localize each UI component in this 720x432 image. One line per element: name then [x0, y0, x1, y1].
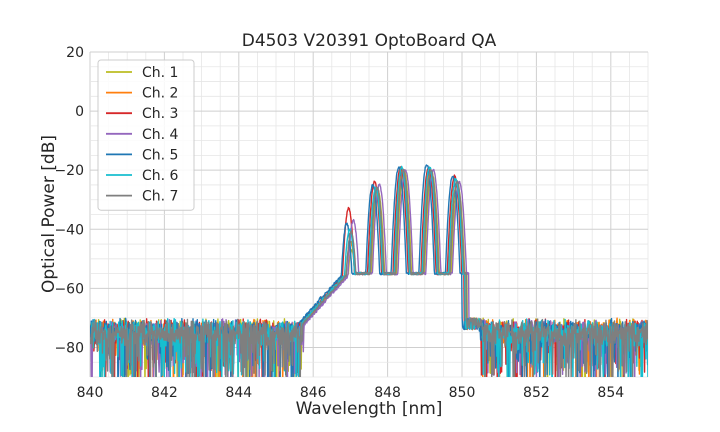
- y-axis-label: Optical Power [dB]: [39, 135, 59, 293]
- x-tick-label: 846: [300, 385, 327, 401]
- legend-label: Ch. 4: [142, 127, 179, 143]
- legend-label: Ch. 7: [142, 189, 178, 205]
- x-tick-label: 854: [597, 385, 624, 401]
- x-tick-label: 844: [225, 385, 252, 401]
- series-layer: [90, 164, 648, 377]
- legend-label: Ch. 5: [142, 147, 178, 163]
- legend-label: Ch. 2: [142, 86, 178, 102]
- legend-box: [97, 59, 195, 211]
- chart-title: D4503 V20391 OptoBoard QA: [242, 31, 497, 51]
- y-tick-label: 20: [66, 45, 84, 61]
- y-tick-label: −40: [54, 222, 84, 238]
- x-tick-label: 850: [449, 385, 476, 401]
- x-axis-label: Wavelength [nm]: [296, 399, 443, 419]
- y-tick-label: −20: [54, 163, 84, 179]
- legend-label: Ch. 3: [142, 106, 178, 122]
- y-tick-label: −80: [54, 340, 84, 356]
- y-tick-label: 0: [75, 104, 84, 120]
- x-tick-label: 842: [151, 385, 178, 401]
- series-line-ch7: [90, 168, 648, 377]
- y-tick-label: −60: [54, 281, 84, 297]
- x-tick-label: 840: [77, 385, 104, 401]
- legend-label: Ch. 1: [142, 65, 178, 81]
- legend-label: Ch. 6: [142, 168, 179, 184]
- x-tick-label: 852: [523, 385, 550, 401]
- legend: Ch. 1 Ch. 2 Ch. 3 Ch. 4 Ch. 5 Ch. 6 Ch. 7: [97, 59, 195, 211]
- x-axis-ticks: 840 842 844 846 848 850 852 854: [77, 385, 625, 401]
- y-axis-ticks: −80 −60 −40 −20 0 20: [54, 45, 84, 356]
- x-tick-label: 848: [374, 385, 401, 401]
